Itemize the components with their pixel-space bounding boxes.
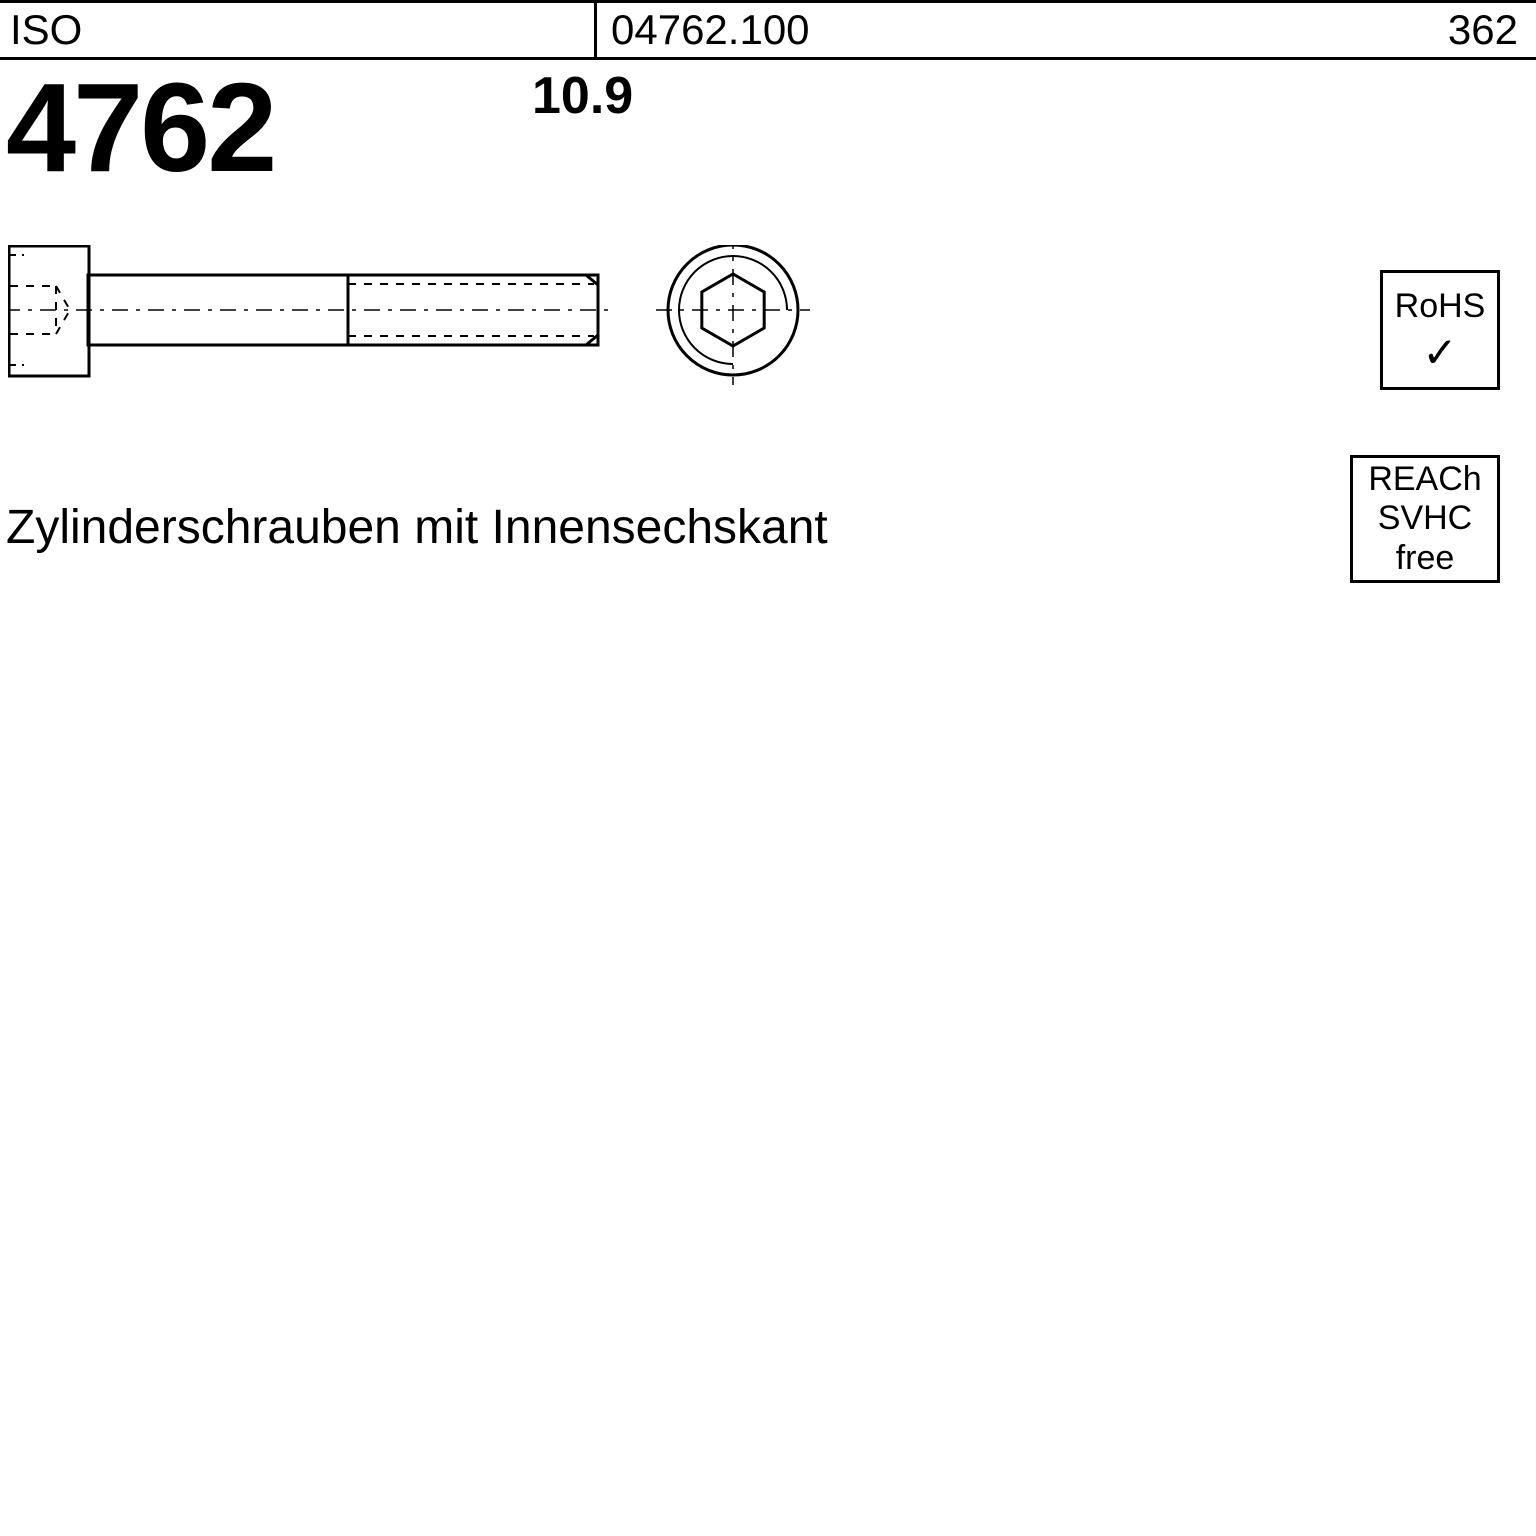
standard-prefix-label: ISO bbox=[10, 6, 82, 54]
reach-line2: SVHC bbox=[1378, 499, 1472, 538]
header-page-ref: 362 bbox=[1406, 3, 1536, 57]
header-standard-prefix: ISO bbox=[0, 3, 597, 57]
header-row: ISO 04762.100 362 bbox=[0, 0, 1536, 60]
check-icon: ✓ bbox=[1422, 332, 1457, 374]
code-label: 04762.100 bbox=[611, 6, 810, 54]
reach-badge: REACh SVHC free bbox=[1350, 455, 1500, 583]
grade-number: 10.9 bbox=[532, 66, 633, 126]
header-code: 04762.100 bbox=[597, 3, 1406, 57]
standard-number: 4762 bbox=[6, 55, 274, 200]
reach-line1: REACh bbox=[1368, 460, 1481, 499]
reach-line3: free bbox=[1396, 539, 1455, 578]
page-ref-label: 362 bbox=[1448, 6, 1518, 54]
product-description: Zylinderschrauben mit Innensechskant bbox=[6, 500, 828, 555]
technical-drawing bbox=[8, 245, 818, 390]
rohs-label: RoHS bbox=[1395, 287, 1486, 326]
rohs-badge: RoHS ✓ bbox=[1380, 270, 1500, 390]
